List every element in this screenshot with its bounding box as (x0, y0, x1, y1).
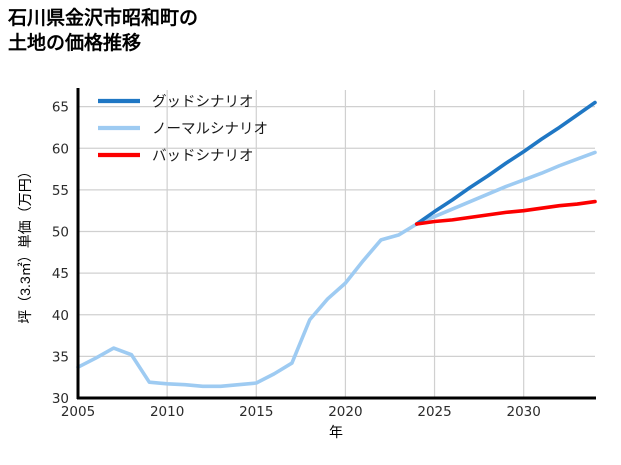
axis-lines (76, 88, 596, 400)
x-tick-label: 2015 (239, 404, 273, 420)
series-line-normal (76, 150, 597, 389)
legend-label-normal: ノーマルシナリオ (152, 122, 268, 138)
x-tick-label: 2005 (61, 404, 95, 420)
x-tick-label: 2020 (328, 404, 362, 420)
y-tick-label: 45 (52, 266, 69, 282)
data-series-group (76, 100, 597, 389)
y-tick-label: 55 (52, 183, 69, 199)
y-axis-title: 坪（3.3㎡）単価（万円） (17, 164, 33, 323)
y-tick-label: 50 (52, 225, 69, 241)
y-tick-label: 30 (52, 391, 69, 407)
y-gridlines (78, 106, 595, 399)
series-line-bad (414, 199, 597, 226)
x-tick-label: 2025 (417, 404, 451, 420)
x-axis-tick-labels: 2005 2010 2015 2020 2025 2030 (61, 404, 541, 420)
legend-label-good: グッドシナリオ (152, 94, 254, 111)
series-line-good (414, 100, 597, 226)
chart-title: 石川県金沢市昭和町の 土地の価格推移 (8, 8, 199, 55)
x-axis-title: 年 (329, 424, 343, 440)
y-axis-tick-labels: 30 35 40 45 50 55 60 65 (52, 100, 69, 407)
y-tick-label: 60 (52, 141, 69, 157)
legend-label-bad: バッドシナリオ (152, 149, 254, 165)
x-gridlines (166, 90, 525, 398)
y-tick-label: 65 (52, 100, 69, 116)
y-tick-label: 35 (52, 349, 69, 365)
y-tick-label: 40 (52, 308, 69, 324)
x-tick-label: 2030 (507, 404, 541, 420)
plot-background (78, 90, 595, 398)
x-tick-label: 2010 (150, 404, 184, 420)
